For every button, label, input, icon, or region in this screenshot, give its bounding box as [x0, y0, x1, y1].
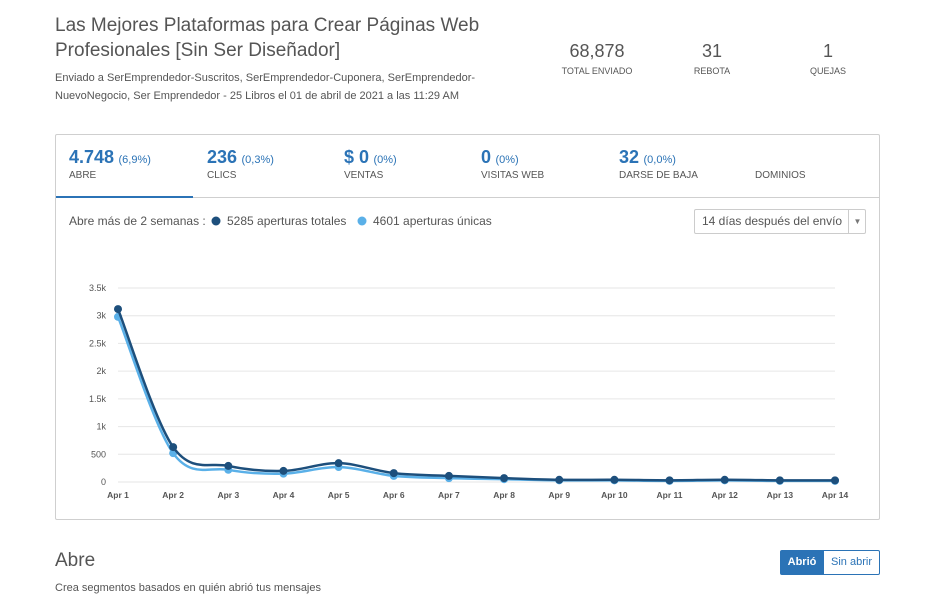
- tab-value: 32: [619, 147, 640, 167]
- tab-label: VISITAS WEB: [481, 170, 545, 181]
- y-tick-label: 3.5k: [89, 283, 107, 293]
- y-tick-label: 1k: [96, 422, 106, 432]
- title-line: Las Mejores Plataformas para Crear Págin…: [55, 15, 480, 36]
- data-point: [555, 475, 564, 484]
- tab-label: ABRE: [69, 170, 97, 181]
- y-tick-label: 2.5k: [89, 338, 107, 348]
- data-point: [444, 471, 453, 480]
- tab-percent: (0,3%): [241, 154, 274, 166]
- tab-metric: 236 (0,3%): [207, 147, 274, 168]
- legend-label: 4601 aperturas únicas: [373, 214, 492, 228]
- segment-button[interactable]: Abrió: [780, 550, 824, 575]
- report-panel: [55, 134, 880, 520]
- stat-label: QUEJAS: [809, 66, 846, 76]
- x-tick-label: Apr 3: [217, 490, 239, 500]
- legend-swatch: [211, 216, 221, 226]
- tab-value: 4.748: [69, 147, 115, 167]
- x-tick-label: Apr 8: [493, 490, 515, 500]
- tab-value: $ 0: [344, 147, 370, 167]
- x-tick-label: Apr 1: [107, 490, 129, 500]
- data-point: [500, 474, 509, 483]
- data-point: [775, 476, 784, 485]
- x-tick-label: Apr 13: [767, 490, 794, 500]
- x-tick-label: Apr 14: [822, 490, 849, 500]
- period-dropdown[interactable]: 14 días después del envío ▼: [694, 209, 866, 234]
- subtitle-line: NuevoNegocio, Ser Emprendedor - 25 Libro…: [55, 90, 459, 102]
- tab-percent: (0%): [495, 154, 519, 166]
- x-tick-label: Apr 11: [657, 490, 683, 500]
- tab-label: DARSE DE BAJA: [619, 170, 698, 181]
- x-tick-label: Apr 4: [273, 490, 295, 500]
- title-line: Profesionales [Sin Ser Diseñador]: [55, 40, 341, 61]
- y-tick-label: 2k: [96, 366, 106, 376]
- y-tick-label: 1.5k: [89, 394, 107, 404]
- tab-percent: (0,0%): [643, 154, 676, 166]
- tab-value: 236: [207, 147, 238, 167]
- data-point: [169, 443, 178, 452]
- series-line: [116, 308, 836, 482]
- tab-metric: 32 (0,0%): [619, 147, 676, 168]
- data-point: [665, 476, 674, 485]
- x-tick-label: Apr 9: [548, 490, 570, 500]
- legend-label: 5285 aperturas totales: [227, 214, 346, 228]
- data-point: [389, 469, 398, 478]
- data-point: [610, 475, 619, 484]
- x-tick-label: Apr 6: [383, 490, 405, 500]
- data-point: [114, 305, 122, 314]
- tab-metric: $ 0 (0%): [344, 147, 397, 168]
- campaign-title: Las Mejores Plataformas para Crear Págin…: [55, 13, 479, 63]
- data-point: [334, 459, 343, 468]
- x-tick-label: Apr 7: [438, 490, 460, 500]
- dropdown-label: 14 días después del envío: [702, 214, 843, 228]
- y-tick-label: 3k: [96, 311, 106, 321]
- subtitle-line: Enviado a SerEmprendedor-Suscritos, SerE…: [55, 72, 476, 84]
- campaign-subtitle: Enviado a SerEmprendedor-Suscritos, SerE…: [55, 69, 475, 105]
- tab-percent: (6,9%): [118, 154, 151, 166]
- tab-value: 0: [481, 147, 492, 167]
- data-point: [720, 475, 729, 484]
- tab-label: CLICS: [207, 170, 237, 181]
- section-title: Abre: [55, 550, 96, 571]
- tab-label: DOMINIOS: [755, 170, 806, 181]
- chart: Abre más de 2 semanas : 5285 aperturas to…: [69, 214, 849, 500]
- y-tick-label: 0: [101, 477, 106, 487]
- tab-percent: (0%): [373, 154, 397, 166]
- active-tab-indicator: [56, 196, 193, 198]
- x-tick-label: Apr 2: [162, 490, 184, 500]
- section-description: Crea segmentos basados en quién abrió tu…: [55, 582, 321, 594]
- segment-button[interactable]: Sin abrir: [823, 550, 880, 575]
- legend-title: Abre más de 2 semanas :: [69, 214, 206, 228]
- x-tick-label: Apr 12: [711, 490, 738, 500]
- stat-label: REBOTA: [693, 66, 731, 76]
- x-tick-label: Apr 5: [328, 490, 350, 500]
- tab-label: VENTAS: [344, 170, 384, 181]
- stat-value: 68,878: [569, 41, 625, 61]
- tab-metric: 0 (0%): [481, 147, 519, 168]
- x-tick-label: Apr 10: [601, 490, 628, 500]
- y-tick-label: 500: [91, 449, 106, 459]
- stat-label: TOTAL ENVIADO: [561, 66, 633, 76]
- stat-value: 31: [701, 41, 723, 61]
- data-point: [279, 466, 288, 475]
- data-point: [831, 476, 839, 485]
- tab-separator: [56, 197, 879, 198]
- stat-value: 1: [822, 41, 833, 61]
- tab-metric: 4.748 (6,9%): [69, 147, 151, 168]
- data-point: [224, 461, 233, 470]
- dropdown-arrow: ▼: [848, 210, 866, 233]
- legend-swatch: [357, 216, 367, 226]
